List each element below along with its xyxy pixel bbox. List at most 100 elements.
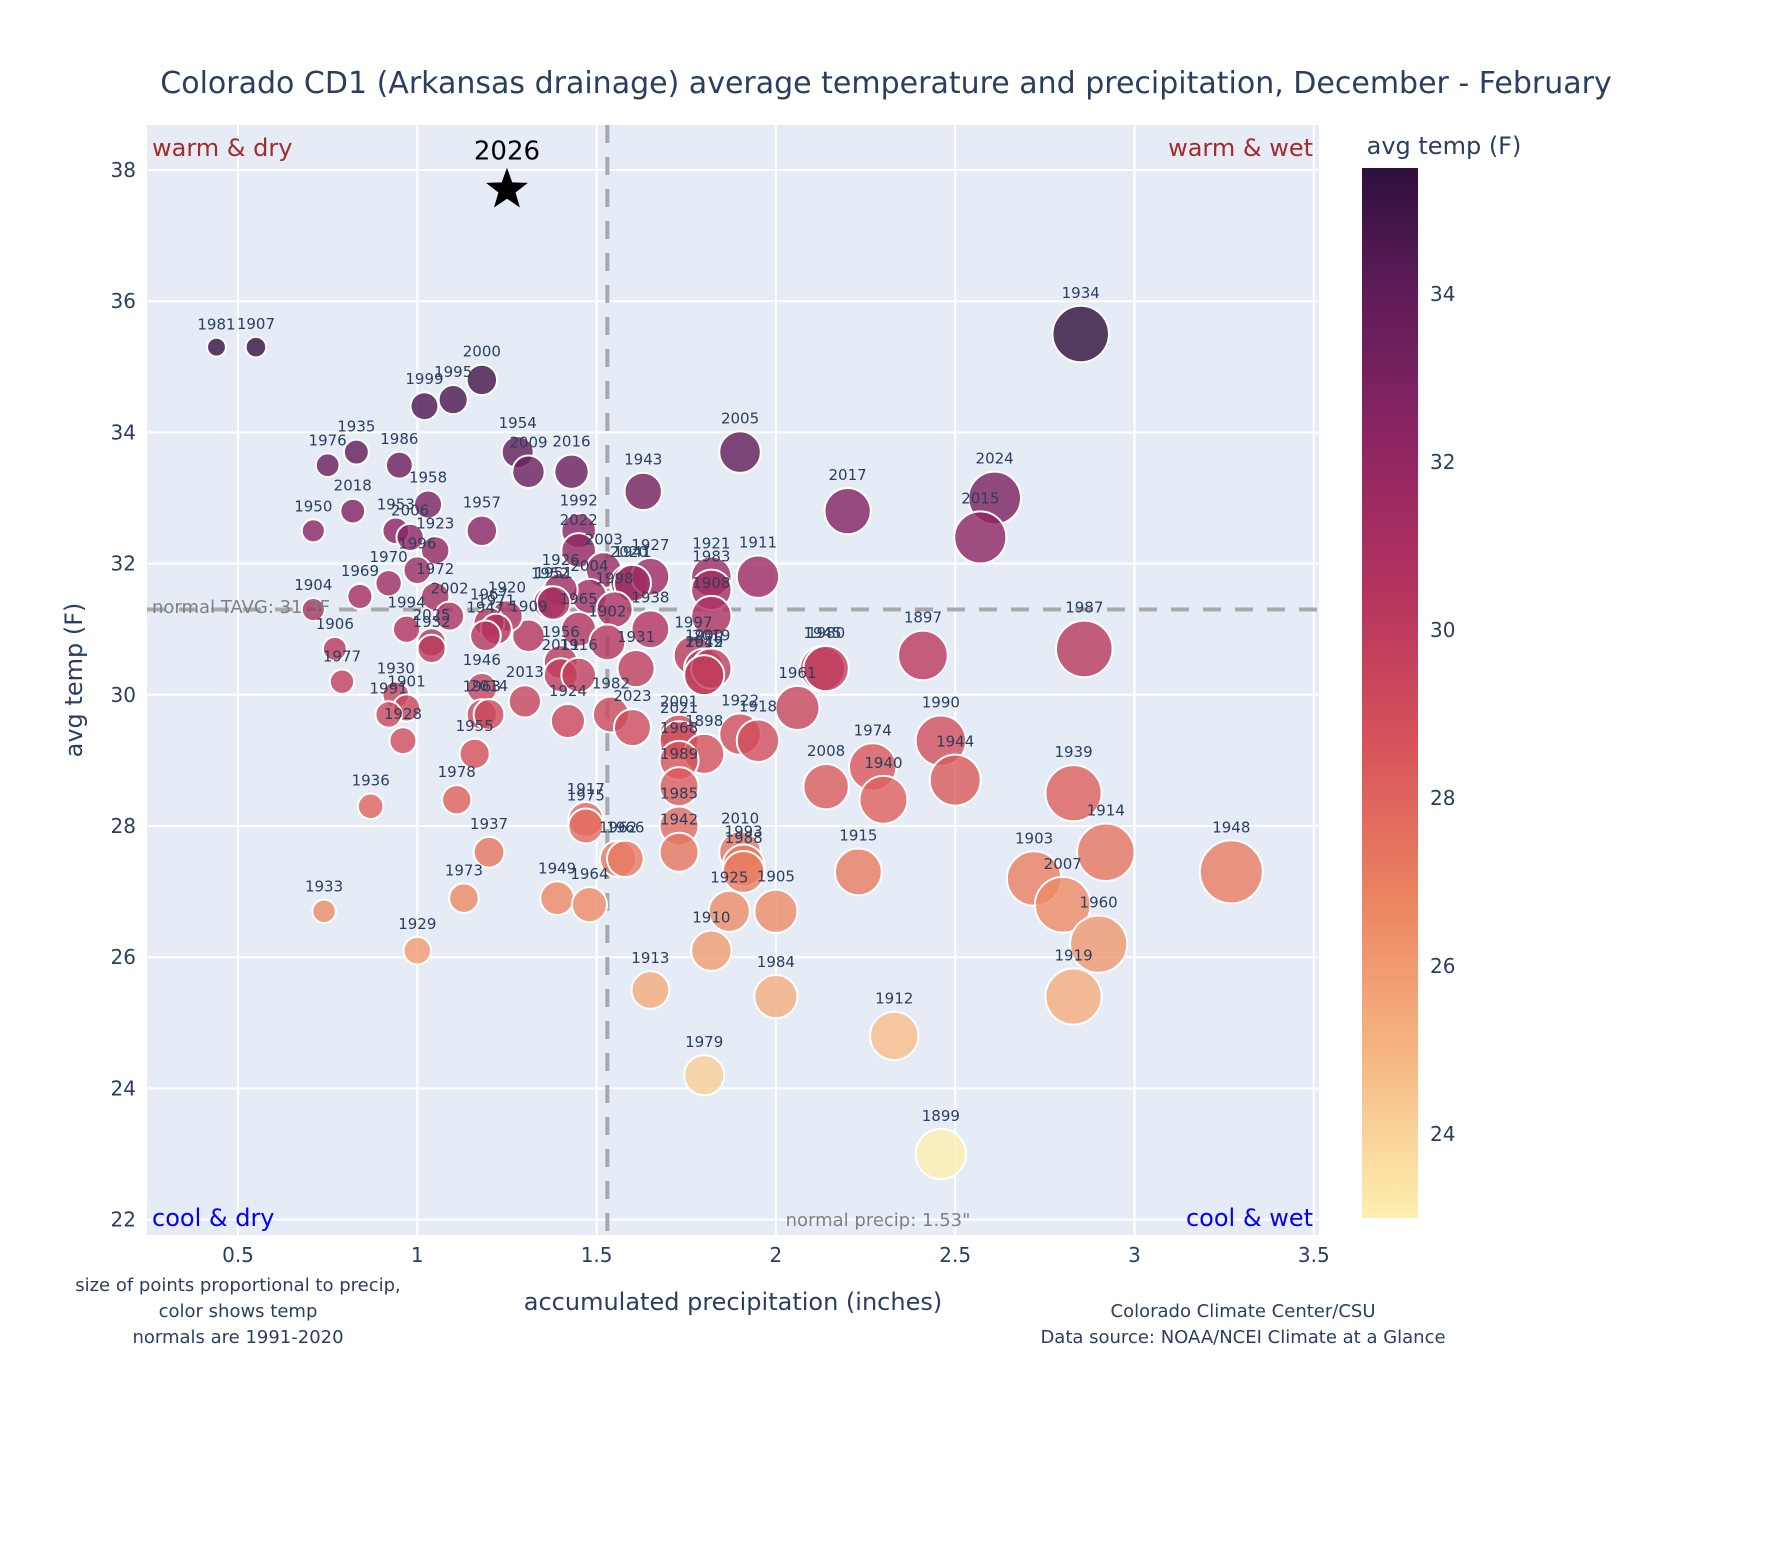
- point-label: 1947: [466, 598, 504, 616]
- point-label: 1916: [560, 636, 598, 654]
- y-tick-label: 30: [111, 683, 136, 707]
- data-point: [539, 880, 575, 917]
- point-label: 2004: [570, 557, 608, 575]
- colorbar: [1362, 168, 1418, 1218]
- data-point: [802, 644, 850, 693]
- point-label: 2025: [413, 606, 451, 624]
- point-label: 1918: [739, 698, 777, 716]
- data-point: [469, 619, 502, 653]
- point-label: 2016: [552, 433, 590, 451]
- point-label: 1969: [341, 562, 379, 580]
- point-label: 1970: [370, 548, 408, 566]
- point-label: 1946: [463, 651, 501, 669]
- point-label: 1937: [470, 815, 508, 833]
- data-point: [413, 489, 444, 520]
- point-label: 1908: [692, 574, 730, 592]
- data-point: [458, 737, 491, 770]
- data-point: [300, 596, 326, 623]
- credit-line-2: Data source: NOAA/NCEI Climate at a Glan…: [1040, 1327, 1445, 1348]
- point-label: 2000: [463, 343, 501, 361]
- point-label: 1958: [409, 469, 447, 487]
- point-label: 2019: [692, 626, 730, 644]
- point-label: 1928: [384, 705, 422, 723]
- point-label: 2020: [610, 543, 648, 561]
- data-point: [570, 886, 608, 924]
- x-tick-label: 1.5: [581, 1243, 613, 1267]
- point-label: 2014: [470, 677, 508, 695]
- data-point: [328, 668, 356, 695]
- data-point: [300, 518, 326, 544]
- data-point: [434, 600, 466, 632]
- point-label: 2010: [721, 809, 759, 827]
- data-point: [465, 363, 499, 397]
- point-label: 1991: [370, 679, 408, 697]
- point-label: 1929: [398, 915, 436, 933]
- point-label: 1984: [757, 953, 795, 971]
- point-label: 1898: [685, 712, 723, 730]
- data-point: [448, 882, 480, 914]
- data-point: [623, 471, 663, 512]
- data-point: [1054, 619, 1114, 679]
- data-point: [395, 522, 425, 553]
- point-label: 1957: [463, 494, 501, 512]
- point-label: 1978: [438, 763, 476, 781]
- point-label: 1932: [413, 613, 451, 631]
- credit-line-1: Colorado Climate Center/CSU: [1111, 1301, 1376, 1322]
- point-label: 1899: [922, 1107, 960, 1125]
- data-point: [472, 698, 506, 731]
- x-axis-ticks: 0.5 1 1.5 2 2.5 3 3.5: [222, 1243, 1330, 1267]
- point-label: 1997: [674, 614, 712, 632]
- point-label: 1938: [631, 588, 669, 606]
- point-label: 1940: [864, 754, 902, 772]
- data-point: [914, 1127, 968, 1181]
- point-label: 2009: [509, 434, 547, 452]
- point-label: 1974: [854, 721, 892, 739]
- x-tick-label: 2: [770, 1243, 783, 1267]
- data-point: [897, 629, 949, 682]
- point-label: 1975: [567, 787, 605, 805]
- point-label: 1925: [710, 869, 748, 887]
- data-point: [735, 718, 781, 763]
- y-tick-label: 36: [111, 289, 136, 313]
- point-label: 2002: [430, 580, 468, 598]
- quadrant-label-cool-dry: cool & dry: [152, 1204, 275, 1232]
- point-label: 1926: [542, 551, 580, 569]
- data-point: [420, 535, 451, 566]
- highlight-label: 2026: [474, 137, 540, 167]
- data-point: [690, 929, 733, 972]
- point-label: 1900: [685, 627, 723, 645]
- data-point: [1051, 304, 1110, 364]
- data-point: [346, 582, 374, 610]
- quadrant-label-warm-dry: warm & dry: [152, 134, 292, 162]
- point-label: 1921: [692, 535, 730, 553]
- data-point: [658, 831, 700, 873]
- point-label: 1977: [323, 648, 361, 666]
- data-point: [384, 450, 414, 480]
- data-point: [753, 888, 799, 934]
- point-label: 1998: [595, 569, 633, 587]
- point-label: 1965: [560, 590, 598, 608]
- point-label: 1995: [434, 363, 472, 381]
- point-label: 2017: [829, 466, 867, 484]
- data-point: [339, 497, 367, 525]
- point-label: 1949: [685, 633, 723, 651]
- colorbar-tick-label: 26: [1430, 954, 1455, 978]
- data-point: [802, 762, 850, 811]
- data-point: [511, 618, 546, 653]
- y-tick-label: 22: [111, 1208, 136, 1232]
- data-point: [833, 847, 883, 897]
- data-point: [1069, 914, 1129, 974]
- point-label: 1943: [624, 451, 662, 469]
- data-point: [311, 898, 337, 925]
- point-label: 2003: [585, 530, 623, 548]
- point-label: 2022: [560, 511, 598, 529]
- data-point: [465, 514, 499, 548]
- point-label: 1953: [377, 495, 415, 513]
- data-point: [953, 510, 1008, 565]
- data-point: [549, 702, 586, 740]
- point-label: 2021: [660, 699, 698, 717]
- data-point: [356, 792, 385, 821]
- data-point: [1044, 967, 1103, 1026]
- point-label: 1972: [416, 560, 454, 578]
